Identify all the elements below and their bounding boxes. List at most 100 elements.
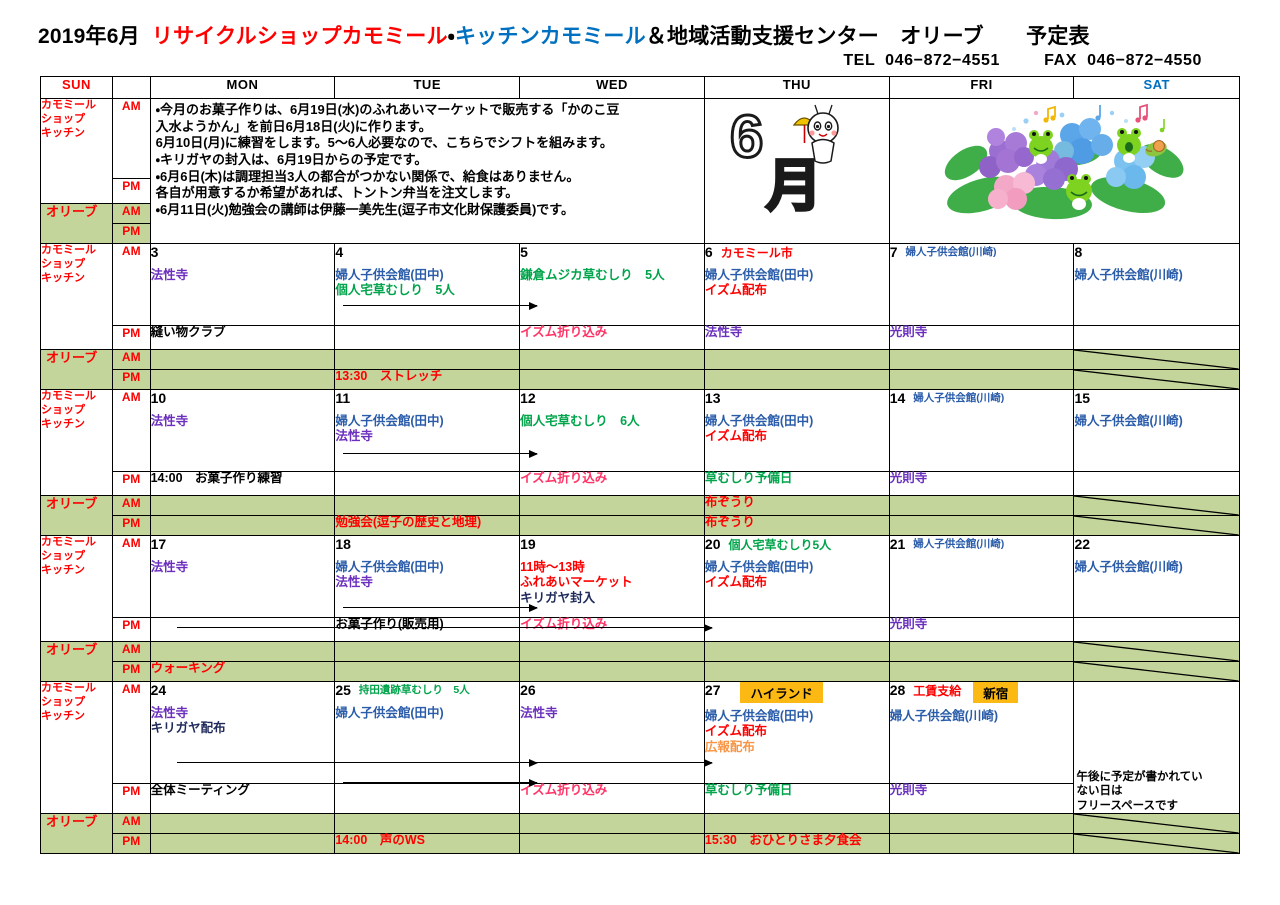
day-cell-mon-pm[interactable]: 全体ミーティング	[149, 783, 336, 815]
olive-cell-wed-pm[interactable]	[519, 369, 705, 390]
day-cell-mon-pm[interactable]: 縫い物クラブ	[149, 325, 336, 350]
olive-cell-fri-am[interactable]	[888, 641, 1075, 662]
olive-cell-tue-am[interactable]	[334, 813, 521, 835]
olive-cell-fri-am[interactable]	[888, 495, 1075, 516]
day-cell-fri-pm[interactable]: 光則寺	[888, 783, 1075, 815]
day-cell-wed-am[interactable]: 12 個人宅草むしり 6人	[519, 389, 705, 472]
day-number: 17	[150, 536, 167, 552]
olive-cell-fri-pm[interactable]	[888, 515, 1075, 536]
olive-cell-tue-pm[interactable]: 13:30 ストレッチ	[334, 369, 521, 390]
day-cell-thu-pm[interactable]: 法性寺	[703, 325, 890, 350]
day-cell-fri-pm[interactable]: 光則寺	[888, 617, 1075, 642]
olive-cell-thu-am[interactable]	[703, 813, 890, 835]
day-cell-fri-am[interactable]: 14 婦人子供会館(川崎)	[888, 389, 1075, 472]
title-date: 2019年6月	[38, 25, 140, 48]
pm-event: 法性寺	[704, 325, 743, 339]
day-cell-tue-am[interactable]: 11 婦人子供会館(田中) 法性寺	[334, 389, 521, 472]
olive-cell-mon-am[interactable]	[149, 349, 336, 370]
day-cell-sat-pm[interactable]	[1073, 617, 1240, 642]
olive-cell-tue-pm[interactable]	[334, 661, 521, 682]
olive-cell-tue-am[interactable]	[334, 495, 521, 516]
olive-cell-fri-am[interactable]	[888, 349, 1075, 370]
frog-left-icon	[1029, 130, 1054, 164]
olive-cell-fri-am[interactable]	[888, 813, 1075, 835]
day-cell-tue-pm[interactable]: お菓子作り(販売用)	[334, 617, 521, 642]
pm-event: 草むしり予備日	[704, 471, 793, 485]
olive-cell-mon-am[interactable]	[149, 641, 336, 662]
blocked-cell-slash	[1074, 834, 1239, 853]
olive-cell-wed-am[interactable]	[519, 641, 705, 662]
olive-cell-mon-pm[interactable]	[149, 833, 336, 855]
day-cell-mon-am[interactable]: 3 法性寺	[149, 243, 336, 326]
day-cell-wed-am[interactable]: 26 法性寺	[519, 680, 705, 785]
day-cell-wed-am[interactable]: 5 鎌倉ムジカ草むしり 5人	[519, 243, 705, 326]
day-cell-mon-pm[interactable]: 14:00 お菓子作り練習	[149, 471, 336, 496]
olive-cell-mon-pm[interactable]	[149, 369, 336, 390]
calendar-table: SUN MON TUE WED THU FRI SAT カモミール ショップ キッチ…	[40, 76, 1241, 855]
olive-cell-wed-pm[interactable]	[519, 833, 705, 855]
olive-cell-fri-pm[interactable]	[888, 369, 1075, 390]
day-cell-tue-pm[interactable]	[334, 783, 521, 815]
olive-cell-thu-pm[interactable]: 布ぞうり	[703, 515, 890, 536]
day-cell-thu-pm[interactable]	[703, 617, 890, 642]
ampm-label-pm: PM	[111, 833, 151, 855]
olive-cell-tue-pm[interactable]: 14:00 声のWS	[334, 833, 521, 855]
olive-cell-tue-am[interactable]	[334, 349, 521, 370]
olive-cell-thu-pm[interactable]	[703, 661, 890, 682]
olive-cell-wed-am[interactable]	[519, 349, 705, 370]
day-cell-mon-am[interactable]: 10 法性寺	[149, 389, 336, 472]
day-cell-tue-pm[interactable]	[334, 471, 521, 496]
olive-cell-wed-pm[interactable]	[519, 515, 705, 536]
day-cell-wed-am[interactable]: 19 11時〜13時 ふれあいマーケット キリガヤ封入	[519, 535, 705, 618]
day-cell-thu-pm[interactable]: 草むしり予備日	[703, 471, 890, 496]
olive-cell-wed-pm[interactable]	[519, 661, 705, 682]
day-cell-wed-pm[interactable]: イズム折り込み	[519, 783, 705, 815]
day-cell-tue-pm[interactable]	[334, 325, 521, 350]
blocked-cell-slash	[1074, 662, 1239, 681]
olive-cell-mon-pm[interactable]: ウォーキング	[149, 661, 336, 682]
olive-cell-fri-pm[interactable]	[888, 833, 1075, 855]
day-cell-sat-am[interactable]: 22 婦人子供会館(川崎)	[1073, 535, 1240, 618]
olive-cell-thu-pm[interactable]	[703, 369, 890, 390]
day-number: 14	[889, 390, 906, 406]
day-header: 11	[335, 390, 519, 408]
day-cell-sat-pm[interactable]	[1073, 471, 1240, 496]
day-cell-fri-am[interactable]: 21 婦人子供会館(川崎)	[888, 535, 1075, 618]
day-cell-fri-pm[interactable]: 光則寺	[888, 325, 1075, 350]
olive-cell-thu-am[interactable]	[703, 641, 890, 662]
olive-cell-mon-pm[interactable]	[149, 515, 336, 536]
day-cell-tue-am[interactable]: 25 持田遺跡草むしり 5人 婦人子供会館(田中)	[334, 680, 521, 785]
day-cell-sat-am[interactable]: 午後に予定が書かれてい ない日は フリースペースです	[1073, 680, 1240, 815]
day-cell-thu-am[interactable]: 6 カモミール市 婦人子供会館(田中) イズム配布	[703, 243, 890, 326]
day-cell-thu-am[interactable]: 20 個人宅草むしり5人 婦人子供会館(田中) イズム配布	[703, 535, 890, 618]
day-cell-sat-am[interactable]: 15 婦人子供会館(川崎)	[1073, 389, 1240, 472]
day-cell-thu-am[interactable]: 13 婦人子供会館(田中) イズム配布	[703, 389, 890, 472]
day-cell-thu-pm[interactable]: 草むしり予備日	[703, 783, 890, 815]
day-cell-sat-am[interactable]: 8 婦人子供会館(川崎)	[1073, 243, 1240, 326]
olive-cell-tue-am[interactable]	[334, 641, 521, 662]
day-cell-wed-pm[interactable]: イズム折り込み	[519, 325, 705, 350]
olive-cell-thu-am[interactable]	[703, 349, 890, 370]
olive-cell-fri-pm[interactable]	[888, 661, 1075, 682]
day-cell-tue-am[interactable]: 4 婦人子供会館(田中) 個人宅草むしり 5人	[334, 243, 521, 326]
olive-cell-wed-am[interactable]	[519, 495, 705, 516]
day-cell-tue-am[interactable]: 18 婦人子供会館(田中) 法性寺	[334, 535, 521, 618]
olive-cell-mon-am[interactable]	[149, 495, 336, 516]
day-cell-fri-pm[interactable]: 光則寺	[888, 471, 1075, 496]
day-cell-thu-am[interactable]: 27 ハイランド 婦人子供会館(田中) イズム配布 広報配布	[703, 680, 890, 785]
olive-cell-thu-pm[interactable]: 15:30 おひとりさま夕食会	[703, 833, 890, 855]
olive-cell-thu-am[interactable]: 布ぞうり	[703, 495, 890, 516]
day-cell-fri-am[interactable]: 28 工賃支給 新宿 婦人子供会館(川崎)	[888, 680, 1075, 785]
day-cell-wed-pm[interactable]: イズム折り込み	[519, 617, 705, 642]
day-cell-mon-pm[interactable]	[149, 617, 336, 642]
day-cell-fri-am[interactable]: 7 婦人子供会館(川崎)	[888, 243, 1075, 326]
row-label-olive: オリーブ	[40, 349, 113, 390]
olive-cell-tue-pm[interactable]: 勉強会(逗子の歴史と地理)	[334, 515, 521, 536]
day-header: 8	[1074, 244, 1239, 262]
day-cell-wed-pm[interactable]: イズム折り込み	[519, 471, 705, 496]
day-cell-mon-am[interactable]: 24 法性寺 キリガヤ配布	[149, 680, 336, 785]
day-cell-sat-pm[interactable]	[1073, 325, 1240, 350]
olive-cell-mon-am[interactable]	[149, 813, 336, 835]
olive-cell-wed-am[interactable]	[519, 813, 705, 835]
day-cell-mon-am[interactable]: 17 法性寺	[149, 535, 336, 618]
